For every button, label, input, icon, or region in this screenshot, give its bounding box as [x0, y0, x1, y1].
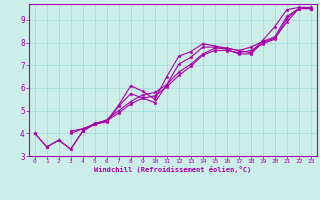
X-axis label: Windchill (Refroidissement éolien,°C): Windchill (Refroidissement éolien,°C): [94, 166, 252, 173]
